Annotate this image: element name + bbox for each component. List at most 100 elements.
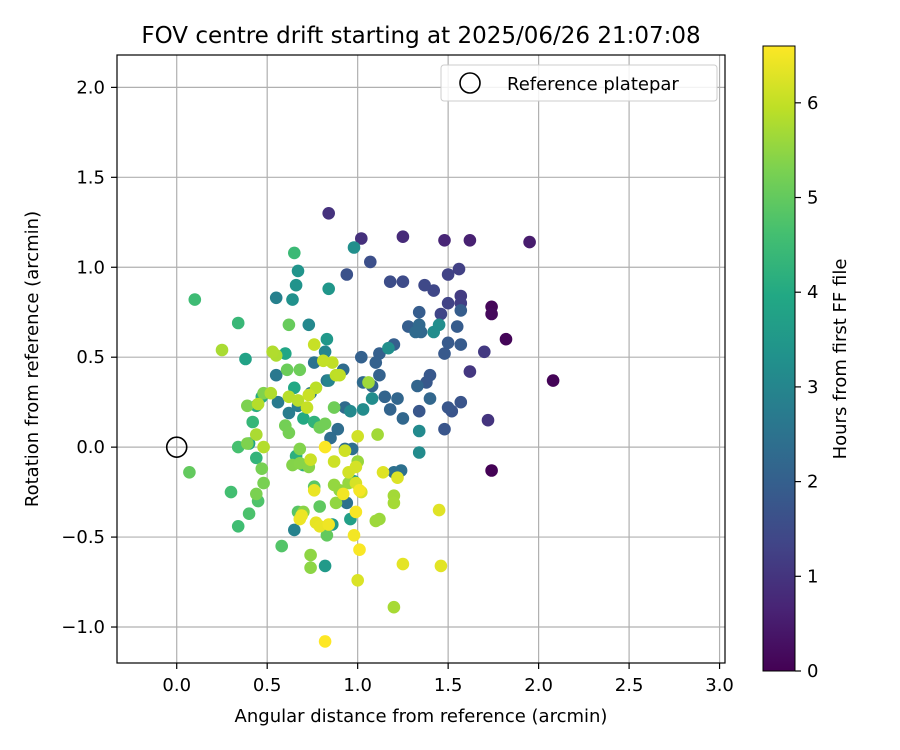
scatter-point bbox=[249, 451, 263, 465]
scatter-point bbox=[463, 365, 477, 378]
y-tick-label: 1.0 bbox=[76, 257, 105, 278]
scatter-point bbox=[481, 413, 495, 427]
scatter-point bbox=[365, 392, 379, 405]
scatter-point bbox=[423, 368, 437, 382]
scatter-point bbox=[320, 529, 334, 542]
scatter-point bbox=[300, 401, 314, 414]
scatter-point bbox=[441, 296, 455, 310]
scatter-point bbox=[313, 500, 327, 513]
scatter-point bbox=[288, 523, 301, 537]
colorbar-label: Hours from first FF file bbox=[830, 259, 851, 460]
scatter-point bbox=[412, 305, 426, 319]
scatter-point bbox=[249, 428, 263, 441]
scatter-point bbox=[349, 460, 363, 474]
scatter-point bbox=[257, 440, 270, 454]
scatter-point bbox=[293, 442, 307, 456]
scatter-point bbox=[286, 293, 299, 306]
scatter-point bbox=[293, 512, 307, 526]
scatter-point bbox=[391, 392, 404, 405]
x-tick-label: 1.5 bbox=[434, 675, 463, 696]
colorbar-tick-label: 5 bbox=[807, 188, 818, 209]
scatter-point bbox=[318, 440, 332, 454]
scatter-point bbox=[322, 282, 336, 296]
colorbar-tick-label: 0 bbox=[807, 661, 818, 682]
scatter-point bbox=[318, 559, 332, 573]
x-tick-label: 1.0 bbox=[343, 675, 372, 696]
scatter-point bbox=[349, 505, 363, 519]
x-tick-label: 0.5 bbox=[253, 675, 282, 696]
scatter-point bbox=[353, 484, 366, 497]
y-tick-label: −1.0 bbox=[61, 617, 105, 638]
scatter-point bbox=[387, 600, 401, 614]
scatter-point bbox=[282, 318, 296, 332]
scatter-point bbox=[231, 316, 245, 330]
scatter-point bbox=[188, 293, 202, 306]
scatter-point bbox=[523, 235, 536, 249]
scatter-point bbox=[396, 275, 410, 289]
scatter-point bbox=[353, 543, 366, 556]
scatter-point bbox=[291, 264, 305, 278]
legend: Reference platepar bbox=[440, 64, 718, 102]
scatter-point bbox=[317, 354, 330, 368]
scatter-point bbox=[231, 520, 245, 533]
scatter-point bbox=[432, 503, 446, 517]
scatter-point bbox=[364, 255, 377, 269]
scatter-point bbox=[280, 363, 294, 377]
scatter-point bbox=[454, 338, 468, 351]
y-tick-label: 0.5 bbox=[76, 347, 105, 368]
scatter-point bbox=[251, 397, 265, 411]
scatter-point bbox=[297, 412, 310, 425]
scatter-point bbox=[423, 392, 437, 405]
scatter-point bbox=[257, 476, 270, 490]
scatter-point bbox=[441, 401, 455, 414]
y-tick-label: 1.5 bbox=[76, 167, 105, 188]
scatter-point bbox=[418, 278, 431, 292]
scatter-point bbox=[355, 350, 368, 364]
scatter-point bbox=[441, 336, 455, 350]
scatter-point bbox=[318, 635, 332, 648]
y-tick-label: 2.0 bbox=[76, 77, 105, 98]
scatter-point bbox=[369, 356, 383, 369]
scatter-point bbox=[329, 496, 343, 510]
scatter-point bbox=[441, 268, 455, 281]
scatter-point bbox=[224, 485, 238, 499]
scatter-point bbox=[387, 496, 401, 510]
scatter-point bbox=[322, 207, 336, 220]
colorbar-tick-label: 1 bbox=[807, 566, 818, 587]
scatter-point bbox=[396, 230, 410, 243]
scatter-point bbox=[304, 561, 317, 574]
scatter-point bbox=[320, 332, 334, 346]
scatter-point bbox=[241, 437, 254, 450]
scatter-point bbox=[307, 338, 321, 351]
scatter-point bbox=[376, 466, 390, 479]
scatter-point bbox=[369, 514, 383, 528]
scatter-point bbox=[427, 284, 441, 297]
scatter-point bbox=[371, 428, 384, 441]
scatter-point bbox=[307, 484, 321, 497]
scatter-point bbox=[304, 453, 317, 467]
y-tick-label: 0.0 bbox=[76, 437, 105, 458]
scatter-point bbox=[378, 390, 392, 404]
scatter-point bbox=[291, 394, 305, 407]
scatter-point bbox=[215, 343, 229, 357]
scatter-point bbox=[383, 403, 397, 416]
legend-reference-marker bbox=[459, 72, 481, 94]
y-tick-label: −0.5 bbox=[61, 527, 105, 548]
scatter-point bbox=[239, 352, 252, 366]
x-tick-label: 2.0 bbox=[524, 675, 553, 696]
scatter-point bbox=[266, 345, 279, 359]
scatter-point bbox=[356, 403, 370, 416]
legend-reference-label: Reference platepar bbox=[507, 74, 679, 95]
scatter-point bbox=[412, 446, 426, 459]
scatter-point bbox=[340, 268, 354, 281]
chart-title: FOV centre drift starting at 2025/06/26 … bbox=[141, 23, 700, 49]
scatter-point bbox=[331, 422, 345, 436]
scatter-point bbox=[322, 518, 336, 531]
scatter-point bbox=[396, 412, 410, 425]
scatter-point bbox=[302, 388, 316, 402]
scatter-point bbox=[355, 232, 368, 245]
scatter-point bbox=[391, 471, 404, 485]
scatter-point bbox=[438, 422, 451, 436]
colorbar-tick-label: 4 bbox=[807, 282, 818, 303]
